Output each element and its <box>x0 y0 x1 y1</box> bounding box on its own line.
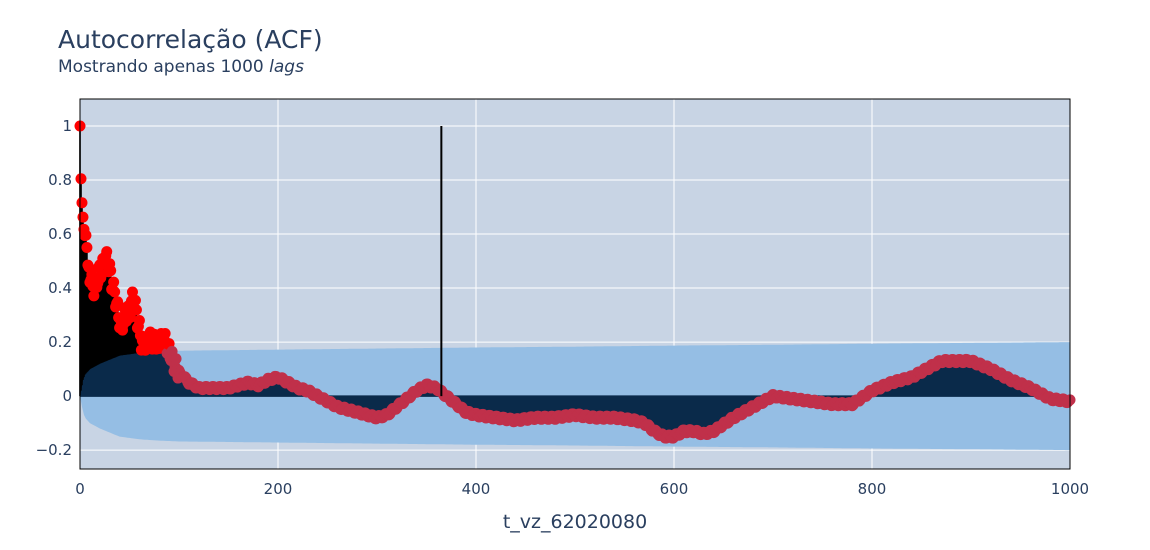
x-tick-label: 1000 <box>1051 480 1089 498</box>
acf-point <box>88 290 100 302</box>
x-tick-label: 800 <box>858 480 887 498</box>
x-tick-labels: 0 200 400 600 800 1000 <box>75 480 1089 498</box>
acf-point <box>109 286 121 298</box>
y-tick-labels: −0.2 0 0.2 0.4 0.6 0.8 1 <box>36 117 72 459</box>
y-tick-label: 0.6 <box>48 225 72 243</box>
x-tick-label: 600 <box>660 480 689 498</box>
acf-point <box>80 229 92 241</box>
y-tick-label: 0.8 <box>48 171 72 189</box>
x-axis-title: t_vz_62020080 <box>503 511 647 533</box>
acf-point <box>133 315 145 326</box>
y-tick-label: 1 <box>62 117 72 135</box>
plot-frame <box>79 98 1071 470</box>
y-tick-label: 0.2 <box>48 333 72 351</box>
x-tick-label: 0 <box>75 480 85 498</box>
y-tick-label: −0.2 <box>36 441 72 459</box>
acf-point <box>75 173 87 185</box>
acf-point <box>170 353 182 365</box>
acf-point <box>101 246 113 258</box>
acf-markers <box>74 120 1076 444</box>
chart-subtitle: Mostrando apenas 1000 lags <box>58 57 304 77</box>
x-tick-label: 200 <box>264 480 293 498</box>
subtitle-text: Mostrando apenas 1000 <box>58 57 270 77</box>
acf-point <box>76 197 88 209</box>
acf-point <box>108 276 120 288</box>
acf-point <box>129 294 141 306</box>
acf-point <box>105 265 117 277</box>
y-tick-label: 0 <box>62 387 72 405</box>
acf-point <box>126 286 138 298</box>
acf-point <box>159 327 171 339</box>
x-tick-label: 400 <box>462 480 491 498</box>
acf-point <box>130 304 142 316</box>
y-tick-label: 0.4 <box>48 279 72 297</box>
chart-title: Autocorrelação (ACF) <box>58 25 323 54</box>
acf-point <box>77 211 89 223</box>
acf-point <box>81 242 93 254</box>
subtitle-italic-text: lags <box>269 57 304 77</box>
